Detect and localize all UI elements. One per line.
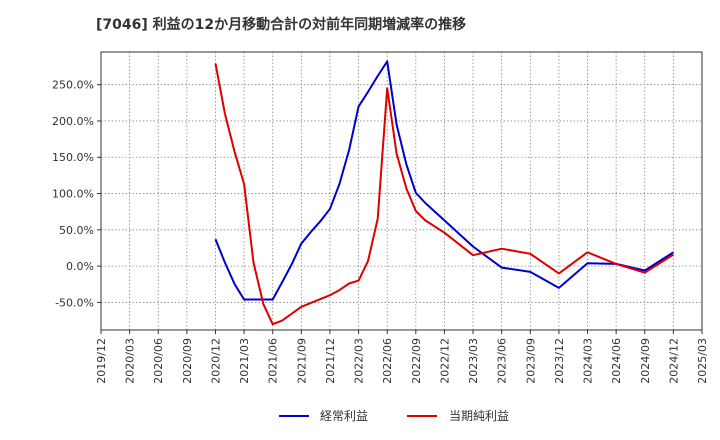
- x-tick-label: 2021/09: [295, 338, 308, 384]
- y-axis: 250.0% 200.0% 150.0% 100.0% 50.0% 0.0% -50.0%: [52, 79, 101, 309]
- series-lines: [214, 60, 674, 326]
- series-line-2: [214, 63, 674, 326]
- x-tick-label: 2023/09: [524, 338, 537, 384]
- y-tick-label: 50.0%: [59, 224, 94, 237]
- x-tick-label: 2022/09: [410, 338, 423, 384]
- x-tick-label: 2024/09: [639, 338, 652, 384]
- x-tick-label: 2020/06: [152, 338, 165, 384]
- x-tick-label: 2023/03: [467, 338, 480, 384]
- x-tick-label: 2022/06: [381, 338, 394, 384]
- series-line-1: [214, 60, 674, 301]
- x-tick-label: 2020/12: [209, 338, 222, 384]
- x-tick-label: 2023/06: [496, 338, 509, 384]
- x-tick-label: 2024/06: [610, 338, 623, 384]
- x-tick-label: 2022/03: [353, 338, 366, 384]
- x-axis: 2019/12 2020/03 2020/06 2020/09 2020/12 2021/…: [95, 330, 709, 384]
- x-tick-label: 2021/03: [238, 338, 251, 384]
- x-tick-label: 2022/12: [438, 338, 451, 384]
- x-tick-label: 2021/06: [267, 338, 280, 384]
- x-tick-label: 2024/03: [582, 338, 595, 384]
- x-tick-label: 2025/03: [696, 338, 709, 384]
- chart-title: [7046] 利益の12か月移動合計の対前年同期増減率の推移: [96, 16, 466, 33]
- plot-border: [100, 51, 703, 331]
- legend-label-series-2: 当期純利益: [449, 409, 509, 423]
- y-tick-label: 150.0%: [52, 151, 94, 164]
- x-tick-label: 2024/12: [667, 338, 680, 384]
- x-tick-label: 2020/03: [124, 338, 137, 384]
- y-tick-label: 200.0%: [52, 115, 94, 128]
- x-tick-label: 2021/12: [324, 338, 337, 384]
- x-tick-label: 2023/12: [553, 338, 566, 384]
- plot-area: [101, 52, 702, 330]
- legend: 経常利益 当期純利益: [279, 409, 509, 423]
- legend-label-series-1: 経常利益: [320, 409, 368, 423]
- y-tick-label: 250.0%: [52, 79, 94, 92]
- x-tick-label: 2019/12: [95, 338, 108, 384]
- y-tick-label: 100.0%: [52, 188, 94, 201]
- x-tick-label: 2020/09: [181, 338, 194, 384]
- y-tick-label: 0.0%: [66, 260, 94, 273]
- grid-lines: [101, 52, 702, 330]
- y-tick-label: -50.0%: [55, 296, 94, 309]
